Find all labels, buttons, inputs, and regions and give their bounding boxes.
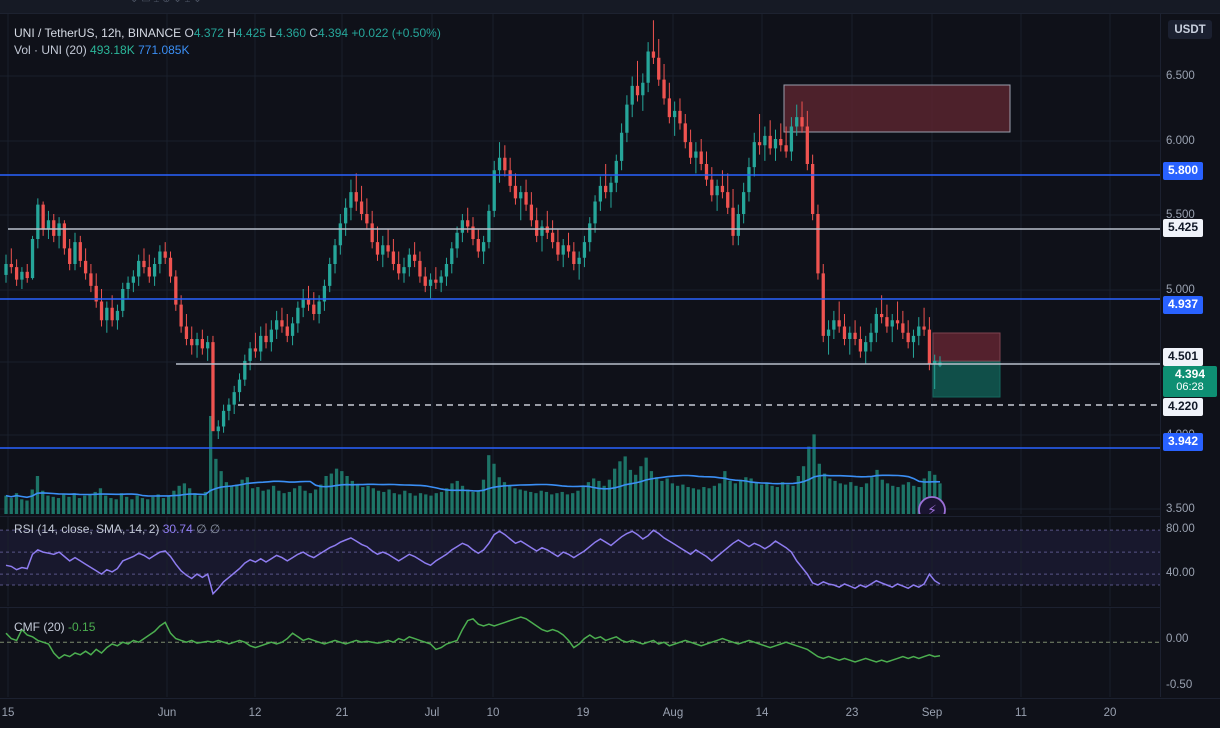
rsi-chart-svg[interactable] <box>0 517 1160 606</box>
supply-zone-upper[interactable] <box>783 84 1011 133</box>
window-bottom-edge <box>0 728 1220 740</box>
rsi-scale-section[interactable]: 80.00 40.00 <box>1161 516 1220 606</box>
low-value: 4.360 <box>275 26 307 40</box>
price-label-5425[interactable]: 5.425 <box>1163 219 1204 237</box>
time-label-21: 21 <box>335 707 349 719</box>
time-label-11: 11 <box>1015 707 1027 719</box>
rsi-tick-40-00: 40.00 <box>1166 567 1195 579</box>
open-value: 4.372 <box>193 26 224 40</box>
price-scale[interactable]: 6.5006.0005.5005.0004.5004.0003.5005.800… <box>1160 14 1220 697</box>
bar-countdown: 06:28 <box>1176 381 1204 393</box>
time-label-jun: Jun <box>157 707 177 719</box>
open-label: O <box>184 26 194 40</box>
price-label-4501[interactable]: 4.501 <box>1163 348 1204 366</box>
currency-badge[interactable]: USDT <box>1168 20 1212 39</box>
current-price-value: 4.394 <box>1174 367 1206 381</box>
rsi-extra-2: ∅ <box>209 522 221 536</box>
volume-legend: Vol · UNI (20) 493.18K 771.085K <box>14 43 189 57</box>
cmf-label[interactable]: CMF (20) <box>14 620 65 634</box>
time-label-23: 23 <box>845 707 859 719</box>
cmf-line <box>5 616 941 663</box>
price-tick-5-000: 5.000 <box>1166 284 1195 296</box>
time-label-20: 20 <box>1103 707 1117 719</box>
top-toolbar-strip[interactable]: ⌄ ▭ ⌶ ⊕ ⌄ ⌶ ⌄ <box>0 0 1220 14</box>
cmf-scale-section[interactable]: 0.00 -0.50 <box>1161 607 1220 697</box>
time-label-19: 19 <box>576 707 590 719</box>
high-value: 4.425 <box>235 26 266 40</box>
price-chart-svg[interactable]: ⚡ <box>0 14 1160 514</box>
volume-label[interactable]: Vol · UNI (20) <box>14 43 87 57</box>
time-axis[interactable]: 15 Jun 12 21 Jul 10 19 Aug 14 23 Sep 11 20 <box>0 698 1220 728</box>
time-label-aug: Aug <box>662 707 684 719</box>
toolbar-ghost-glyphs: ⌄ ▭ ⌶ ⊕ ⌄ ⌶ ⌄ <box>130 0 202 5</box>
price-label-4937[interactable]: 4.937 <box>1163 296 1204 314</box>
cmf-chart-svg[interactable] <box>0 608 1160 697</box>
close-value: 4.394 <box>318 26 349 40</box>
cmf-value: -0.15 <box>68 620 96 634</box>
volume-ma-value: 771.085K <box>138 43 190 57</box>
change-value: +0.022 <box>351 26 389 40</box>
svg-text:⚡: ⚡ <box>927 503 937 514</box>
low-label: L <box>269 26 276 40</box>
symbol-legend: UNI / TetherUS, 12h, BINANCE O4.372 H4.4… <box>14 26 441 40</box>
time-label-jul: Jul <box>424 707 440 719</box>
demand-zone[interactable] <box>932 361 1001 398</box>
rsi-line <box>5 529 941 596</box>
supply-zone-lower[interactable] <box>932 332 1001 362</box>
rsi-extra-1: ∅ <box>196 522 207 536</box>
change-percent: (+0.50%) <box>391 26 441 40</box>
symbol-title[interactable]: UNI / TetherUS, 12h, BINANCE <box>14 26 182 40</box>
price-tick-3-500: 3.500 <box>1166 503 1195 515</box>
cmf-tick-050: -0.50 <box>1166 679 1193 691</box>
high-label: H <box>227 26 236 40</box>
rsi-tick-80-00: 80.00 <box>1166 523 1195 535</box>
current-price-badge[interactable]: 4.394 06:28 <box>1163 366 1217 397</box>
alert-lightning[interactable]: ⚡ <box>918 496 946 514</box>
volume-ma-line <box>5 474 941 499</box>
price-label-3942[interactable]: 3.942 <box>1163 433 1204 451</box>
time-label-14: 14 <box>755 707 769 719</box>
close-label: C <box>309 26 319 40</box>
price-label-4220[interactable]: 4.220 <box>1163 398 1204 416</box>
price-pane[interactable]: ⚡ UNI / TetherUS, 12h, BINANCE O4.372 H4… <box>0 14 1160 514</box>
cmf-legend: CMF (20) -0.15 <box>14 620 95 634</box>
rsi-pane[interactable]: RSI (14, close, SMA, 14, 2) 30.74 ∅ ∅ <box>0 516 1160 606</box>
time-label-10: 10 <box>486 707 500 719</box>
rsi-label[interactable]: RSI (14, close, SMA, 14, 2) <box>14 522 160 536</box>
rsi-value: 30.74 <box>162 522 193 536</box>
time-label-15: 15 <box>1 707 15 719</box>
price-label-5800[interactable]: 5.800 <box>1163 162 1204 180</box>
time-label-12: 12 <box>248 707 262 719</box>
cmf-tick-000: 0.00 <box>1166 633 1189 645</box>
rsi-legend: RSI (14, close, SMA, 14, 2) 30.74 ∅ ∅ <box>14 522 220 536</box>
volume-value: 493.18K <box>90 43 135 57</box>
price-tick-5-500: 5.500 <box>1166 209 1195 221</box>
cmf-pane[interactable]: CMF (20) -0.15 <box>0 607 1160 697</box>
price-scale-section[interactable]: 6.5006.0005.5005.0004.5004.0003.5005.800… <box>1161 14 1220 515</box>
price-tick-6-500: 6.500 <box>1166 70 1195 82</box>
time-label-sep: Sep <box>921 707 943 719</box>
price-tick-6-000: 6.000 <box>1166 135 1195 147</box>
